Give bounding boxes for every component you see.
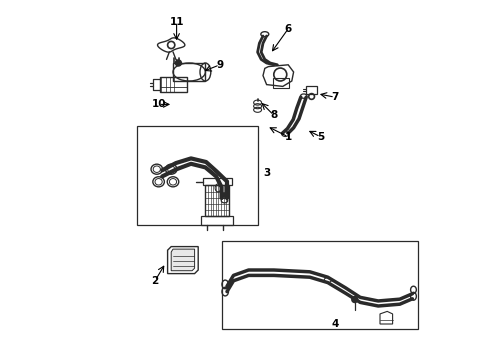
Bar — [273, 78, 289, 88]
Bar — [306, 86, 317, 94]
Bar — [137, 126, 258, 225]
Bar — [205, 185, 229, 216]
Text: 6: 6 — [285, 24, 292, 34]
Bar — [173, 63, 205, 81]
Bar — [160, 77, 187, 92]
Text: 4: 4 — [331, 319, 339, 329]
Bar — [202, 178, 232, 185]
Text: 2: 2 — [151, 276, 159, 286]
Bar — [221, 241, 418, 329]
Text: 9: 9 — [216, 60, 223, 70]
Circle shape — [175, 60, 181, 66]
Polygon shape — [171, 249, 195, 271]
Bar — [201, 216, 233, 225]
Text: 7: 7 — [331, 92, 339, 102]
Circle shape — [222, 193, 226, 197]
Text: 5: 5 — [317, 132, 324, 142]
Circle shape — [352, 297, 358, 302]
Text: 10: 10 — [151, 99, 166, 109]
Text: 3: 3 — [263, 168, 270, 178]
Text: 8: 8 — [270, 110, 277, 120]
Text: 11: 11 — [170, 17, 184, 27]
Text: 1: 1 — [285, 132, 292, 142]
